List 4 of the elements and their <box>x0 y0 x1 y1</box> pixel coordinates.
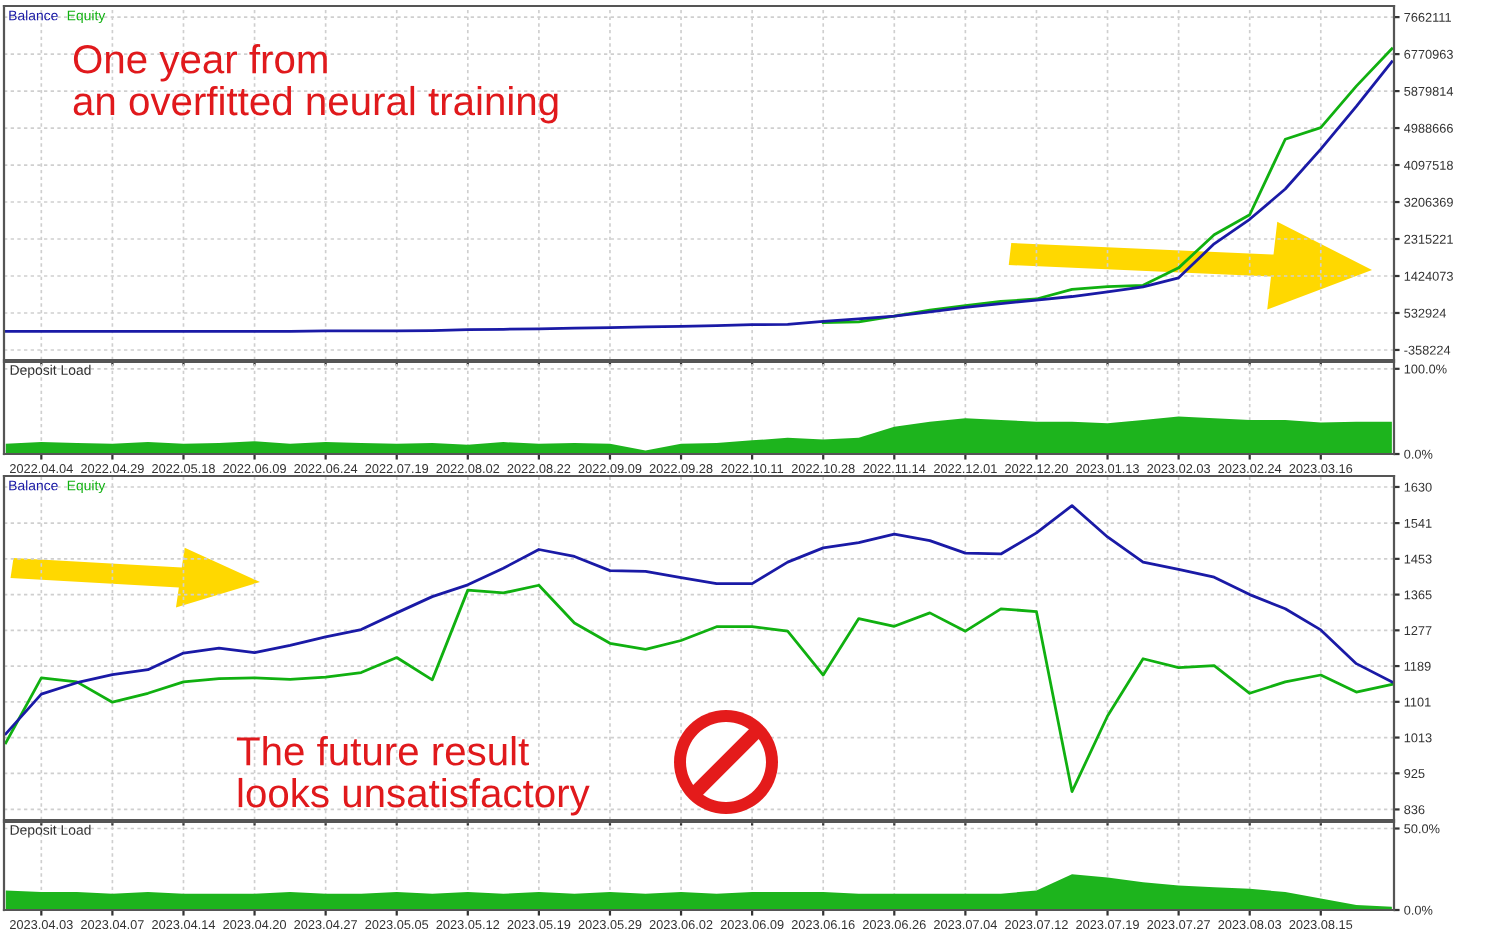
annotation: One year from an overfitted neural training <box>73 44 558 124</box>
line-series <box>821 47 1394 325</box>
annotation: The future result looks unsatisfactory <box>236 736 590 816</box>
line-series <box>4 504 1394 736</box>
